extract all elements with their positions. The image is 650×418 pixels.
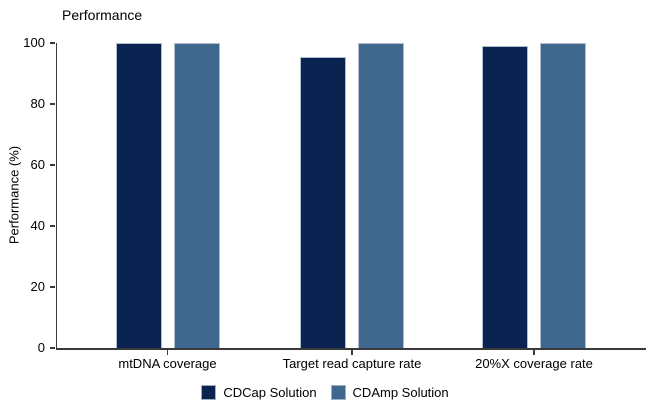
legend-swatch-cdcap-solution — [201, 385, 217, 400]
legend-item-cdamp-solution: CDAmp Solution — [330, 385, 449, 400]
y-axis-line — [55, 43, 57, 348]
x-axis-line — [55, 348, 646, 350]
y-tick-label-60: 60 — [30, 157, 45, 172]
bar-cdamp-solution-20-x-coverage-rate — [540, 43, 586, 348]
y-tick-20 — [50, 286, 55, 288]
y-tick-40 — [50, 225, 55, 227]
y-tick-60 — [50, 164, 55, 166]
x-category-label-target-read-capture-rate: Target read capture rate — [282, 356, 422, 371]
legend-label-cdcap-solution: CDCap Solution — [223, 385, 317, 400]
legend-item-cdcap-solution: CDCap Solution — [201, 385, 317, 400]
y-tick-label-100: 100 — [23, 35, 45, 50]
bar-cdamp-solution-mtdna-coverage — [173, 43, 220, 348]
y-tick-80 — [50, 103, 55, 105]
bar-cdcap-solution-target-read-capture-rate — [300, 56, 346, 348]
x-tick-target-read-capture-rate — [351, 350, 353, 355]
y-tick-100 — [50, 42, 55, 44]
x-tick-20-x-coverage-rate — [533, 350, 535, 355]
y-tick-label-40: 40 — [30, 218, 45, 233]
chart-title: Performance — [62, 7, 143, 23]
y-tick-label-80: 80 — [30, 96, 45, 111]
bar-cdcap-solution-mtdna-coverage — [115, 43, 162, 348]
legend: CDCap Solution CDAmp Solution — [0, 385, 650, 400]
x-category-label-mtdna-coverage: mtDNA coverage — [118, 356, 217, 371]
x-category-label-20-x-coverage-rate: 20%X coverage rate — [475, 356, 593, 371]
legend-label-cdamp-solution: CDAmp Solution — [352, 385, 449, 400]
bar-cdamp-solution-target-read-capture-rate — [358, 43, 404, 348]
bar-cdcap-solution-20-x-coverage-rate — [482, 46, 528, 348]
x-tick-mtdna-coverage — [166, 350, 169, 355]
legend-swatch-cdamp-solution — [330, 385, 346, 400]
y-tick-label-0: 0 — [37, 340, 45, 355]
plot-area: 0 20 40 60 80 100 mtDNA coverage Target read c… — [23, 36, 646, 371]
y-tick-0 — [50, 347, 55, 349]
y-tick-label-20: 20 — [30, 279, 45, 294]
